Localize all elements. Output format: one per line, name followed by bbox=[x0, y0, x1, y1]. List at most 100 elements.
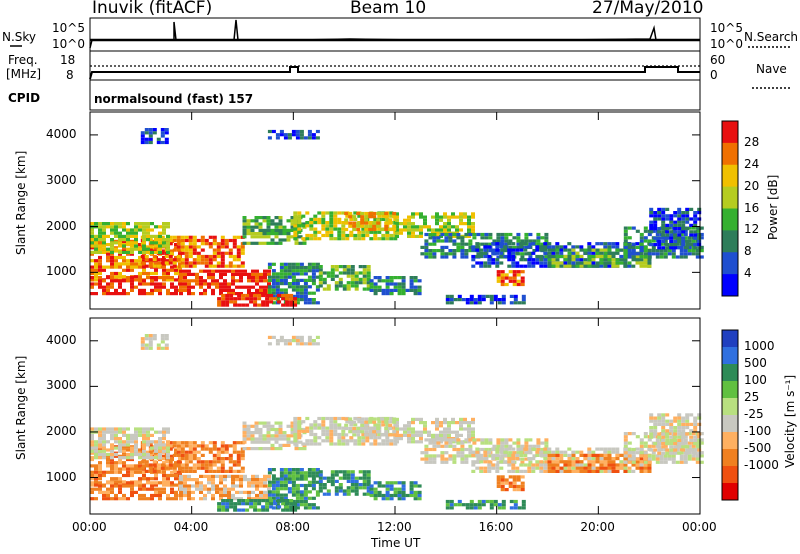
power-cell bbox=[287, 265, 292, 270]
velocity-cell bbox=[293, 442, 298, 446]
power-cell bbox=[435, 222, 439, 226]
power-cell bbox=[504, 273, 509, 277]
power-cell bbox=[655, 232, 660, 237]
power-cell bbox=[257, 303, 262, 307]
power-cell bbox=[483, 251, 488, 255]
velocity-cell bbox=[144, 463, 149, 467]
velocity-cell bbox=[138, 493, 142, 498]
power-cell bbox=[318, 284, 323, 288]
power-cell bbox=[134, 275, 138, 279]
power-cell bbox=[172, 258, 177, 262]
power-cell bbox=[539, 248, 544, 252]
power-cell bbox=[479, 248, 484, 252]
velocity-cell bbox=[524, 441, 529, 445]
power-cell bbox=[90, 268, 94, 272]
power-cell bbox=[683, 229, 688, 233]
power-cell bbox=[603, 242, 608, 246]
power-cell bbox=[299, 133, 304, 137]
power-cell bbox=[170, 276, 174, 280]
power-cell bbox=[420, 252, 425, 256]
power-cell bbox=[110, 279, 114, 283]
power-cell bbox=[102, 228, 106, 232]
power-cell bbox=[317, 230, 322, 234]
velocity-cell bbox=[138, 470, 142, 474]
velocity-cell bbox=[491, 466, 496, 470]
velocity-cell bbox=[349, 439, 354, 443]
power-cell bbox=[118, 265, 122, 269]
velocity-cell bbox=[110, 430, 114, 434]
velocity-cell bbox=[487, 466, 492, 470]
power-cell bbox=[134, 265, 138, 269]
power-cell bbox=[281, 293, 286, 298]
power-cell bbox=[503, 245, 508, 249]
velocity-cell bbox=[555, 457, 560, 461]
power-cell bbox=[384, 215, 389, 219]
power-cell bbox=[464, 242, 469, 246]
velocity-cell bbox=[330, 470, 335, 474]
power-cell bbox=[138, 265, 142, 269]
velocity-cell bbox=[178, 467, 182, 471]
velocity-cell bbox=[639, 441, 644, 445]
power-cell bbox=[635, 242, 640, 246]
velocity-cell bbox=[495, 463, 500, 467]
velocity-cell bbox=[531, 457, 536, 461]
velocity-cell bbox=[595, 469, 600, 473]
power-cell bbox=[297, 221, 302, 225]
velocity-cell bbox=[455, 421, 459, 425]
velocity-cell bbox=[309, 426, 314, 430]
power-cell bbox=[507, 254, 512, 259]
power-cell bbox=[449, 298, 454, 302]
power-cell bbox=[162, 276, 166, 280]
velocity-cell bbox=[212, 441, 217, 445]
velocity-cell bbox=[334, 486, 339, 490]
velocity-cell bbox=[90, 497, 94, 501]
velocity-cell bbox=[208, 463, 213, 467]
velocity-cell bbox=[315, 335, 320, 339]
velocity-cell bbox=[571, 460, 576, 464]
velocity-cell bbox=[291, 483, 296, 488]
power-cell bbox=[673, 243, 678, 247]
velocity-cell bbox=[665, 432, 670, 436]
velocity-cell bbox=[212, 463, 217, 467]
velocity-cell bbox=[187, 474, 191, 478]
power-cell bbox=[228, 248, 233, 252]
power-cell bbox=[487, 254, 492, 259]
velocity-cell bbox=[110, 443, 114, 447]
velocity-cell bbox=[196, 457, 201, 461]
velocity-cell bbox=[295, 493, 300, 497]
velocity-cell bbox=[512, 475, 517, 479]
velocity-cell bbox=[376, 417, 381, 421]
power-cell bbox=[220, 238, 225, 243]
velocity-cell bbox=[140, 346, 145, 350]
power-cell bbox=[444, 255, 449, 259]
power-cell bbox=[270, 228, 275, 232]
power-cell bbox=[679, 245, 684, 249]
velocity-cell bbox=[200, 466, 205, 470]
velocity-cell bbox=[253, 505, 258, 509]
power-cell bbox=[245, 297, 250, 301]
velocity-cell bbox=[539, 453, 544, 457]
velocity-cell bbox=[464, 457, 469, 461]
power-cell bbox=[176, 248, 181, 252]
power-cell bbox=[647, 232, 652, 237]
velocity-cell bbox=[623, 447, 628, 452]
power-cell bbox=[90, 271, 94, 276]
velocity-cell bbox=[559, 469, 564, 473]
power-cell bbox=[293, 230, 298, 234]
power-cell bbox=[511, 264, 516, 268]
power-cell bbox=[138, 247, 142, 251]
velocity-cell bbox=[639, 469, 644, 473]
velocity-cell bbox=[655, 454, 660, 458]
velocity-cell bbox=[233, 505, 238, 509]
power-cell bbox=[146, 234, 150, 238]
power-cell bbox=[162, 278, 166, 282]
power-cell bbox=[384, 211, 389, 216]
power-cell bbox=[420, 245, 425, 249]
velocity-cell bbox=[475, 466, 480, 470]
velocity-cell bbox=[249, 505, 254, 509]
power-cell bbox=[607, 242, 612, 246]
velocity-cell bbox=[221, 499, 226, 503]
nave-tick-bottom: 0 bbox=[710, 68, 718, 82]
power-cell bbox=[334, 265, 339, 269]
velocity-cell bbox=[229, 505, 234, 509]
